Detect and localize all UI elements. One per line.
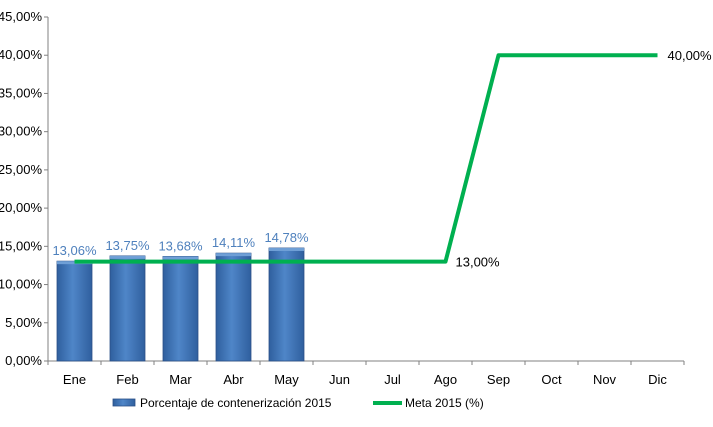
bar-data-label: 13,68%	[158, 238, 203, 253]
legend-label-line: Meta 2015 (%)	[405, 396, 484, 410]
line-data-label: 40,00%	[668, 48, 713, 63]
bar-data-label: 13,75%	[105, 238, 150, 253]
line-series-path	[74, 53, 658, 264]
x-tick-label: Feb	[116, 372, 138, 387]
x-tick-label: Mar	[169, 372, 192, 387]
y-tick-label: 45,00%	[0, 9, 42, 24]
line-data-label: 13,00%	[456, 255, 501, 270]
y-tick-label: 35,00%	[0, 85, 42, 100]
y-tick-label: 40,00%	[0, 47, 42, 62]
y-tick-label: 5,00%	[5, 315, 42, 330]
y-tick-label: 15,00%	[0, 238, 42, 253]
y-tick-label: 20,00%	[0, 200, 42, 215]
x-tick-label: Dic	[648, 372, 667, 387]
x-tick-label: Jul	[384, 372, 401, 387]
bar-series	[56, 247, 305, 362]
bar-top-cap	[269, 248, 304, 252]
x-axis: Ene Feb Mar Abr May Jun Jul Ago Sep Oct Nov Dic	[47, 360, 685, 387]
bar	[56, 260, 93, 362]
bar	[215, 252, 252, 362]
bar	[268, 247, 305, 362]
x-tick-label: Nov	[593, 372, 617, 387]
x-tick-label: Sep	[487, 372, 510, 387]
y-tick-label: 30,00%	[0, 124, 42, 139]
y-tick-label: 25,00%	[0, 162, 42, 177]
y-axis: 0,00% 5,00% 10,00% 15,00% 20,00% 25,00% 30,00%…	[0, 9, 49, 368]
bar-data-label: 14,11%	[212, 235, 256, 250]
legend-label-bar: Porcentaje de contenerización 2015	[140, 396, 332, 410]
y-tick-label: 0,00%	[5, 353, 42, 368]
y-tick-label: 10,00%	[0, 277, 42, 292]
bar-top-cap	[163, 256, 198, 260]
bar-data-label: 14,78%	[264, 230, 309, 245]
legend: Porcentaje de contenerización 2015 Meta …	[112, 396, 484, 410]
x-tick-label: Jun	[329, 372, 350, 387]
x-tick-label: Oct	[541, 372, 562, 387]
bar-top-cap	[216, 253, 251, 257]
x-tick-label: May	[274, 372, 299, 387]
x-tick-label: Ago	[434, 372, 457, 387]
bar	[109, 255, 146, 362]
line-series	[74, 53, 658, 264]
bar-data-label: 13,06%	[52, 243, 97, 258]
legend-swatch-bar	[112, 398, 136, 407]
bar	[162, 256, 199, 362]
x-tick-label: Abr	[223, 372, 244, 387]
x-tick-label: Ene	[63, 372, 86, 387]
bar-top-cap	[110, 255, 145, 259]
data-labels: 13,06% 13,75% 13,68% 14,11% 14,78% 13,00% 40,0…	[52, 48, 712, 269]
